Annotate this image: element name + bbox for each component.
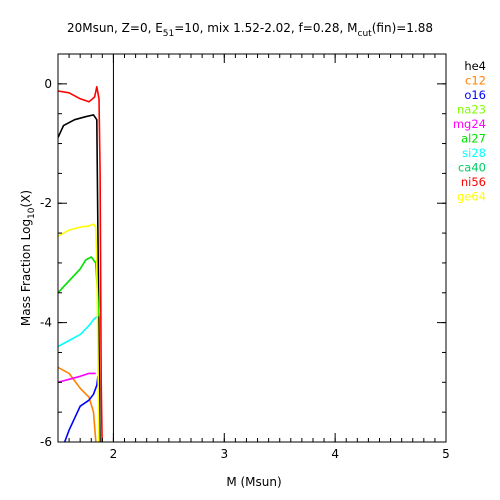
series-ni56 (58, 86, 103, 442)
x-tick-label: 3 (220, 447, 228, 461)
legend-entry-ca40: ca40 (458, 161, 486, 175)
y-tick-label: -4 (40, 316, 52, 330)
legend-entry-c12: c12 (465, 74, 486, 88)
y-tick-label: -2 (40, 196, 52, 210)
y-tick-label: -6 (40, 435, 52, 449)
legend-entry-mg24: mg24 (453, 117, 486, 131)
x-tick-label: 5 (442, 447, 450, 461)
y-label-tail: (X) (19, 190, 33, 208)
series-na23 (58, 448, 75, 460)
legend-entry-al27: al27 (461, 132, 486, 146)
series-ca40 (58, 454, 64, 460)
legend-entry-ge64: ge64 (457, 190, 486, 204)
chart-title: 20Msun, Z=0, E51=10, mix 1.52-2.02, f=0.… (67, 21, 433, 39)
series-ge64 (58, 223, 100, 442)
legend-entry-na23: na23 (457, 103, 486, 117)
title-part-1: 20Msun, Z=0, E (67, 21, 163, 35)
title-sub-1: 51 (163, 29, 174, 39)
plot-frame (57, 53, 447, 443)
y-axis-label: Mass Fraction Log10(X) (19, 190, 37, 326)
x-tick-label: 4 (331, 447, 339, 461)
x-axis-label: M (Msun) (226, 475, 281, 489)
y-label-main: Mass Fraction Log (19, 219, 33, 326)
y-label-sub: 10 (27, 207, 37, 219)
series-si28 (58, 316, 98, 348)
legend-entry-o16: o16 (464, 88, 486, 102)
axes-layer: 2 3 4 5 0 -2 -4 -6 (40, 53, 450, 461)
title-part-3: (fin)=1.88 (372, 21, 433, 35)
series-he4 (58, 114, 101, 442)
x-tick-label: 2 (110, 447, 118, 461)
title-part-2: =10, mix 1.52-2.02, f=0.28, M (174, 21, 357, 35)
legend-entry-he4: he4 (464, 59, 486, 73)
series-mg24 (58, 372, 96, 384)
series-layer (58, 86, 103, 460)
series-c12 (58, 366, 97, 442)
y-tick-label: 0 (44, 77, 52, 91)
series-o16 (63, 376, 99, 442)
series-al27 (58, 256, 100, 317)
legend-entry-ni56: ni56 (461, 175, 486, 189)
title-sub-2: cut (358, 29, 373, 39)
legend-entry-si28: si28 (462, 146, 486, 160)
